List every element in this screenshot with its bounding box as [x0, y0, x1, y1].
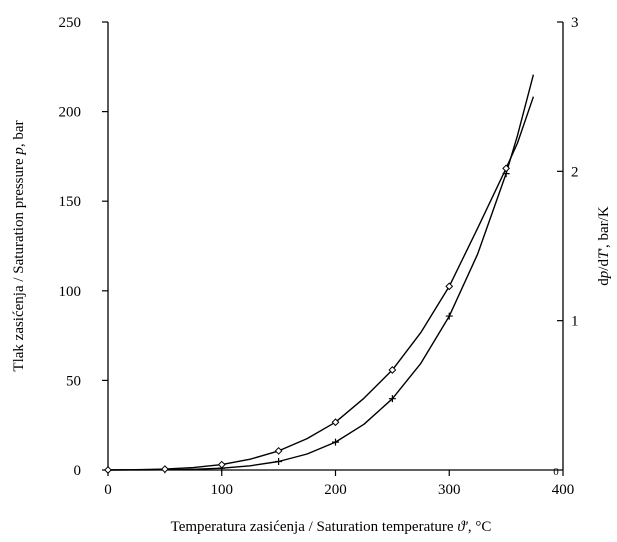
x-axis-title-unit: , °C: [468, 519, 492, 535]
y2-tick-label: 1: [571, 314, 579, 330]
y2-axis-title-mid: /d: [596, 259, 612, 271]
axes-frame: [107, 22, 564, 471]
y-axis-title-text: Tlak zasićenja / Saturation pressure: [11, 158, 27, 372]
y2-axis-title: dp/dT', bar/K: [596, 206, 612, 286]
y2-axis-title-unit: ', bar/K: [596, 206, 612, 251]
plus-marker: [445, 312, 453, 320]
x-tick-label: 400: [552, 482, 575, 498]
tick-layer: 0 100 200 300 400 0 50 100 150 200 250 1 2 3: [59, 15, 579, 498]
diamond-marker: [104, 466, 112, 474]
diamond-marker: [445, 282, 454, 291]
diamond-marker: [160, 465, 169, 474]
y2-axis-title-p: p: [596, 270, 612, 279]
series-line-0: [107, 74, 535, 471]
plus-marker: [275, 457, 283, 465]
y-tick-label: 50: [66, 373, 81, 389]
y-tick-label: 200: [59, 105, 82, 121]
y-tick-label: 100: [59, 284, 82, 300]
diamond-marker: [502, 164, 511, 173]
diamond-marker: [331, 418, 340, 427]
x-tick-label: 0: [104, 482, 112, 498]
y-axis-title: Tlak zasićenja / Saturation pressure p, …: [11, 120, 27, 371]
y-axis-title-symbol: p: [11, 147, 27, 156]
x-axis-title-text: Temperatura zasićenja / Saturation tempe…: [171, 519, 454, 535]
series-line-1: [107, 96, 535, 471]
y2-zero-marker: 0: [553, 466, 559, 478]
x-tick-label: 300: [438, 482, 461, 498]
y-tick-label: 0: [74, 463, 82, 479]
y-axis-title-unit: , bar: [11, 120, 27, 147]
x-axis-title-symbol: ϑ': [457, 519, 468, 535]
x-axis-title: Temperatura zasićenja / Saturation tempe…: [171, 519, 492, 535]
y-tick-label: 250: [59, 15, 82, 31]
x-tick-label: 100: [211, 482, 234, 498]
diamond-marker: [274, 446, 283, 455]
plus-marker: [388, 395, 396, 403]
y2-tick-label: 2: [571, 164, 579, 180]
diamond-marker: [388, 366, 397, 374]
y2-tick-label: 3: [571, 15, 579, 31]
plus-marker: [332, 438, 339, 446]
y2-axis-title-d: d: [596, 278, 612, 286]
series-layer: [107, 74, 535, 471]
x-tick-label: 200: [324, 482, 347, 498]
marker-layer: [104, 164, 511, 474]
y2-axis-title-T: T: [596, 249, 612, 259]
y-tick-label: 150: [59, 194, 82, 210]
diamond-marker: [217, 460, 226, 469]
